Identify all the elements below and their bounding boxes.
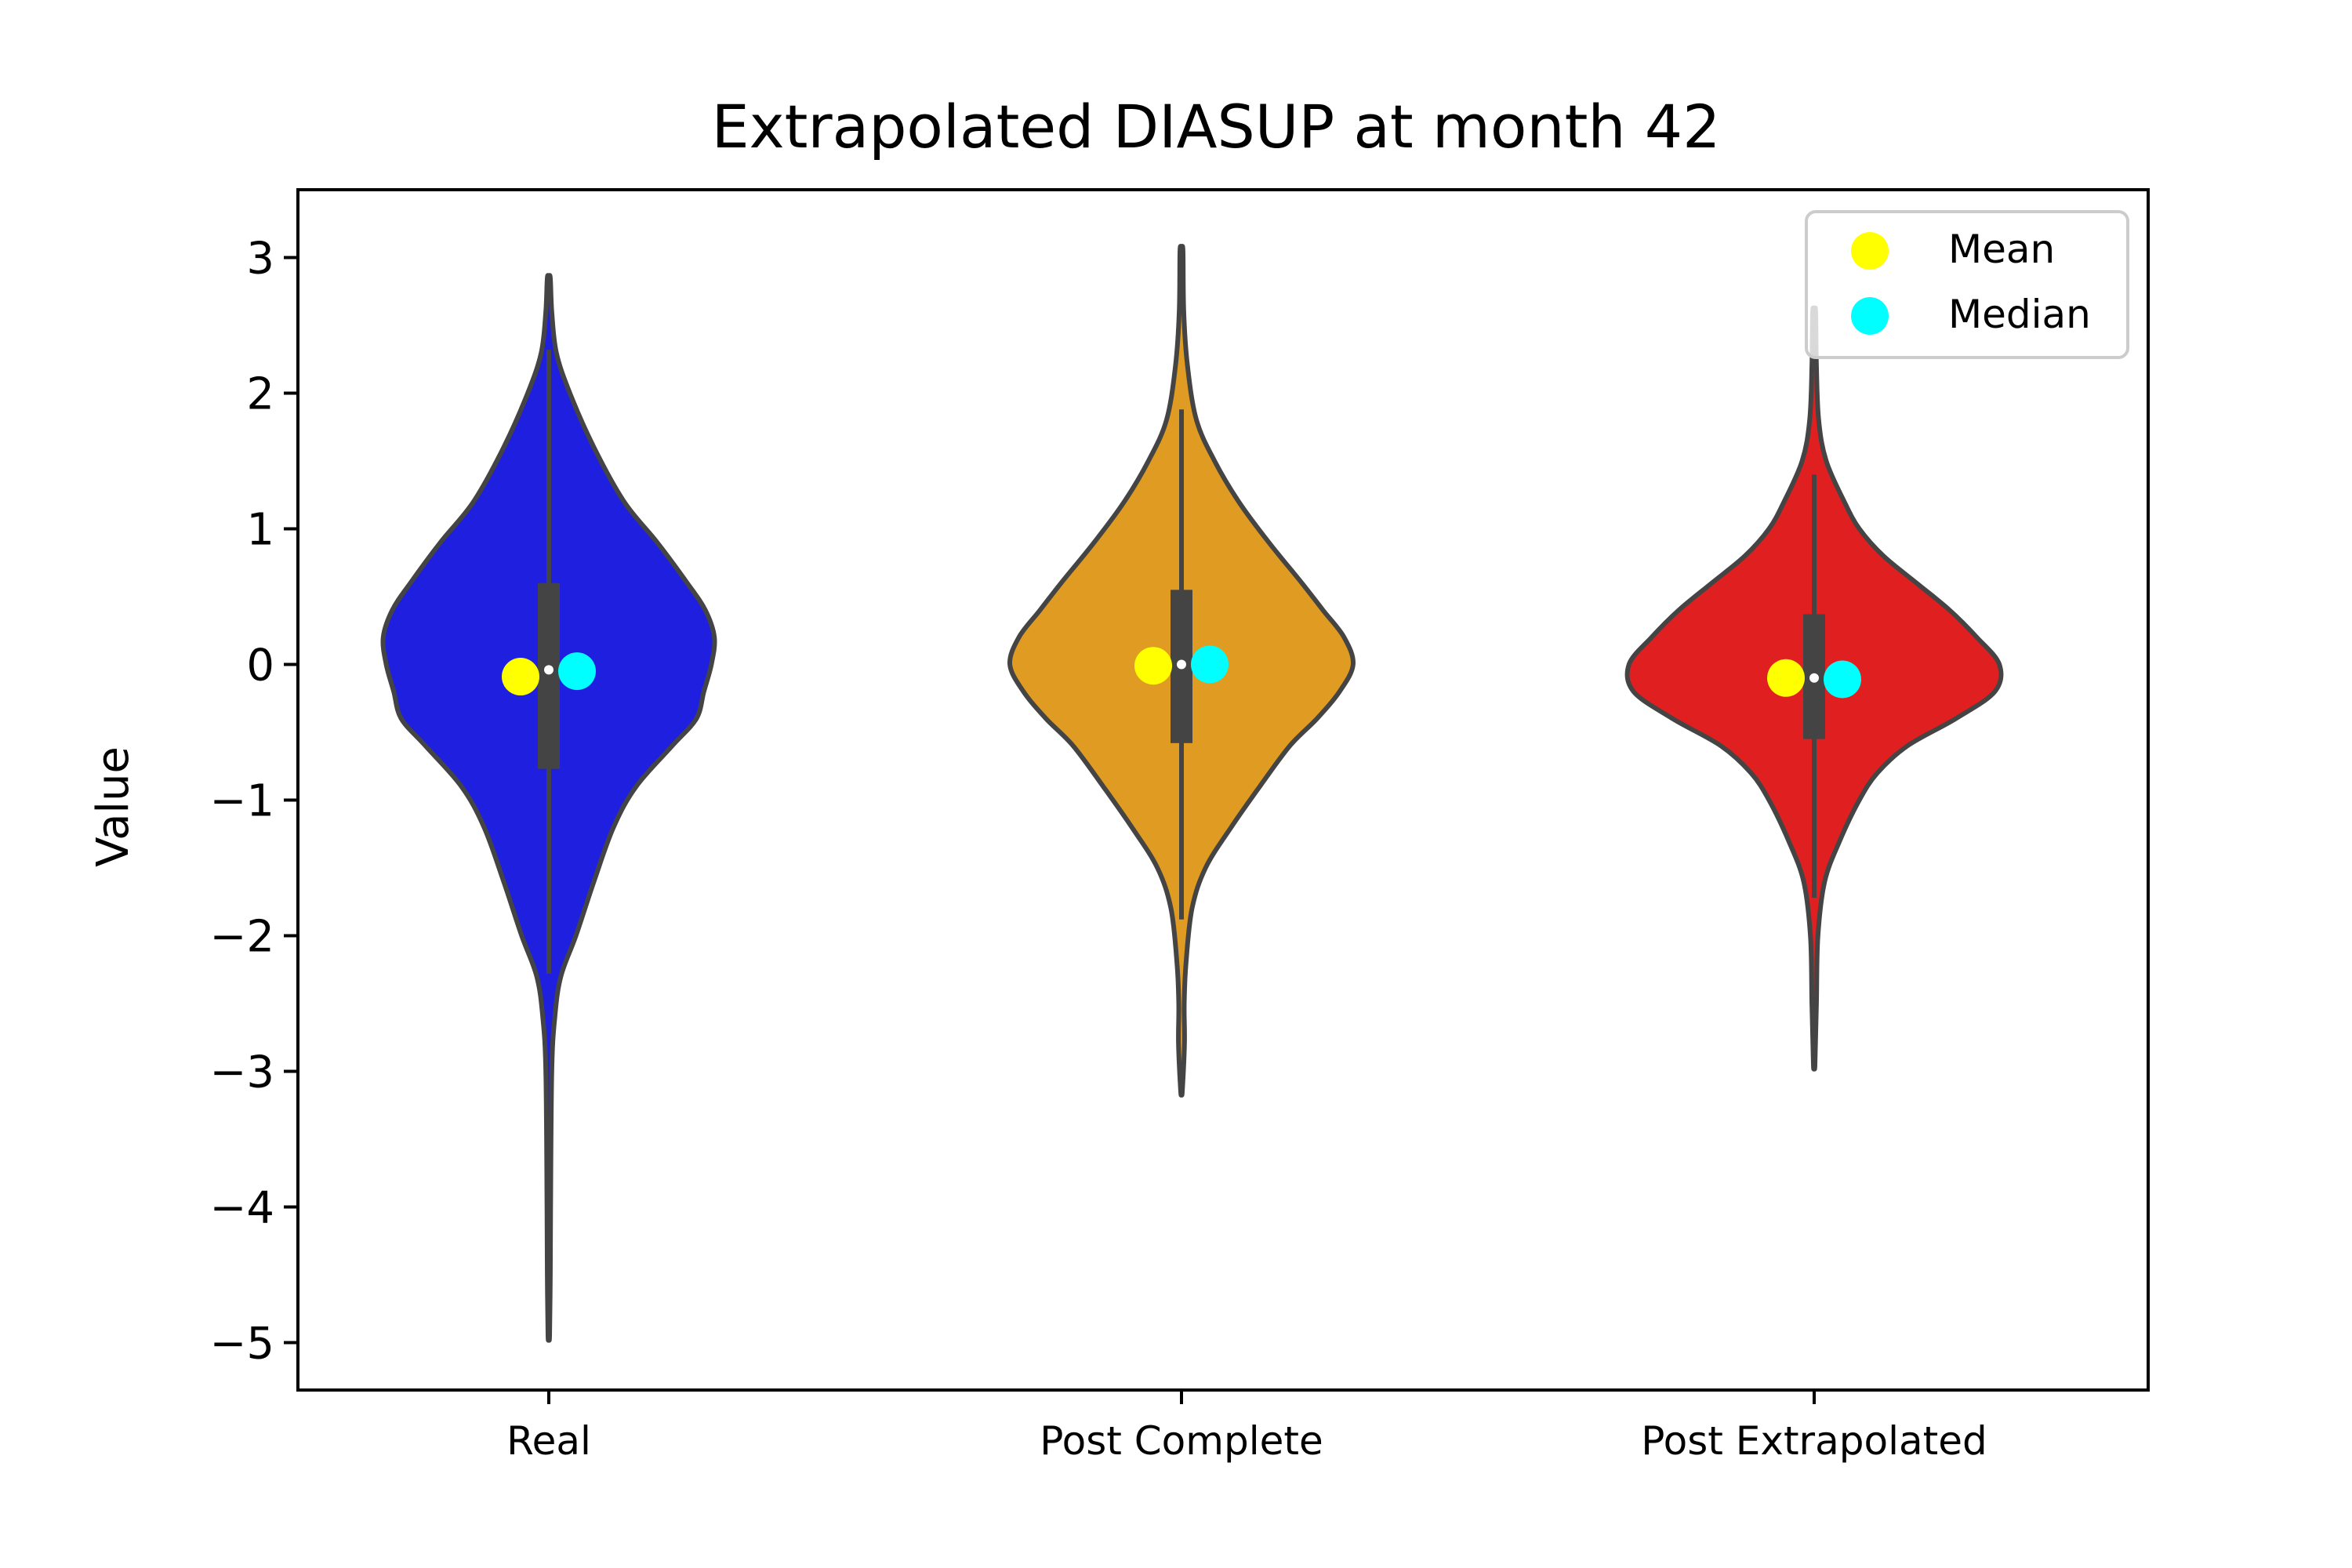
x-tick-label: Real <box>506 1418 591 1464</box>
y-tick-label: −2 <box>209 911 274 962</box>
legend: Mean Median <box>1805 210 2129 359</box>
median-marker <box>1191 645 1229 684</box>
y-tick-label: 1 <box>246 504 274 555</box>
x-axis: Real Post Complete Post Extrapolated <box>506 1390 1987 1464</box>
mean-marker <box>1767 659 1805 697</box>
violin-1 <box>380 273 717 1343</box>
legend-mean-label: Mean <box>1948 227 2055 272</box>
x-tick-label: Post Extrapolated <box>1641 1418 1987 1464</box>
y-tick-label: 2 <box>246 368 274 419</box>
violins <box>380 244 2004 1343</box>
violin-iqr-box <box>538 583 560 769</box>
violin-median-point <box>544 665 554 675</box>
violin-median-point <box>1809 673 1819 683</box>
violin-median-point <box>1177 659 1186 670</box>
y-axis: 3 2 1 0 −1 −2 −3 −4 −5 <box>209 233 298 1369</box>
plot-frame <box>296 188 2150 1392</box>
legend-median-swatch <box>1851 297 1889 335</box>
x-tick-label: Post Complete <box>1040 1418 1323 1464</box>
violin-2 <box>1007 244 1356 1098</box>
y-tick-label: −5 <box>209 1318 274 1369</box>
legend-median-label: Median <box>1948 292 2091 337</box>
chart-title: Extrapolated DIASUP at month 42 <box>712 92 1721 162</box>
mean-marker <box>1134 647 1172 685</box>
y-tick-label: 3 <box>246 233 274 284</box>
mean-marker <box>502 658 539 696</box>
y-tick-label: 0 <box>246 640 274 691</box>
y-tick-label: −1 <box>209 775 274 826</box>
median-marker <box>1824 660 1861 699</box>
y-tick-label: −3 <box>209 1047 274 1098</box>
median-marker <box>558 652 596 691</box>
legend-mean-swatch <box>1851 232 1889 270</box>
y-axis-label: Value <box>88 746 139 867</box>
y-tick-label: −4 <box>209 1182 274 1233</box>
violin-3 <box>1624 305 2004 1072</box>
